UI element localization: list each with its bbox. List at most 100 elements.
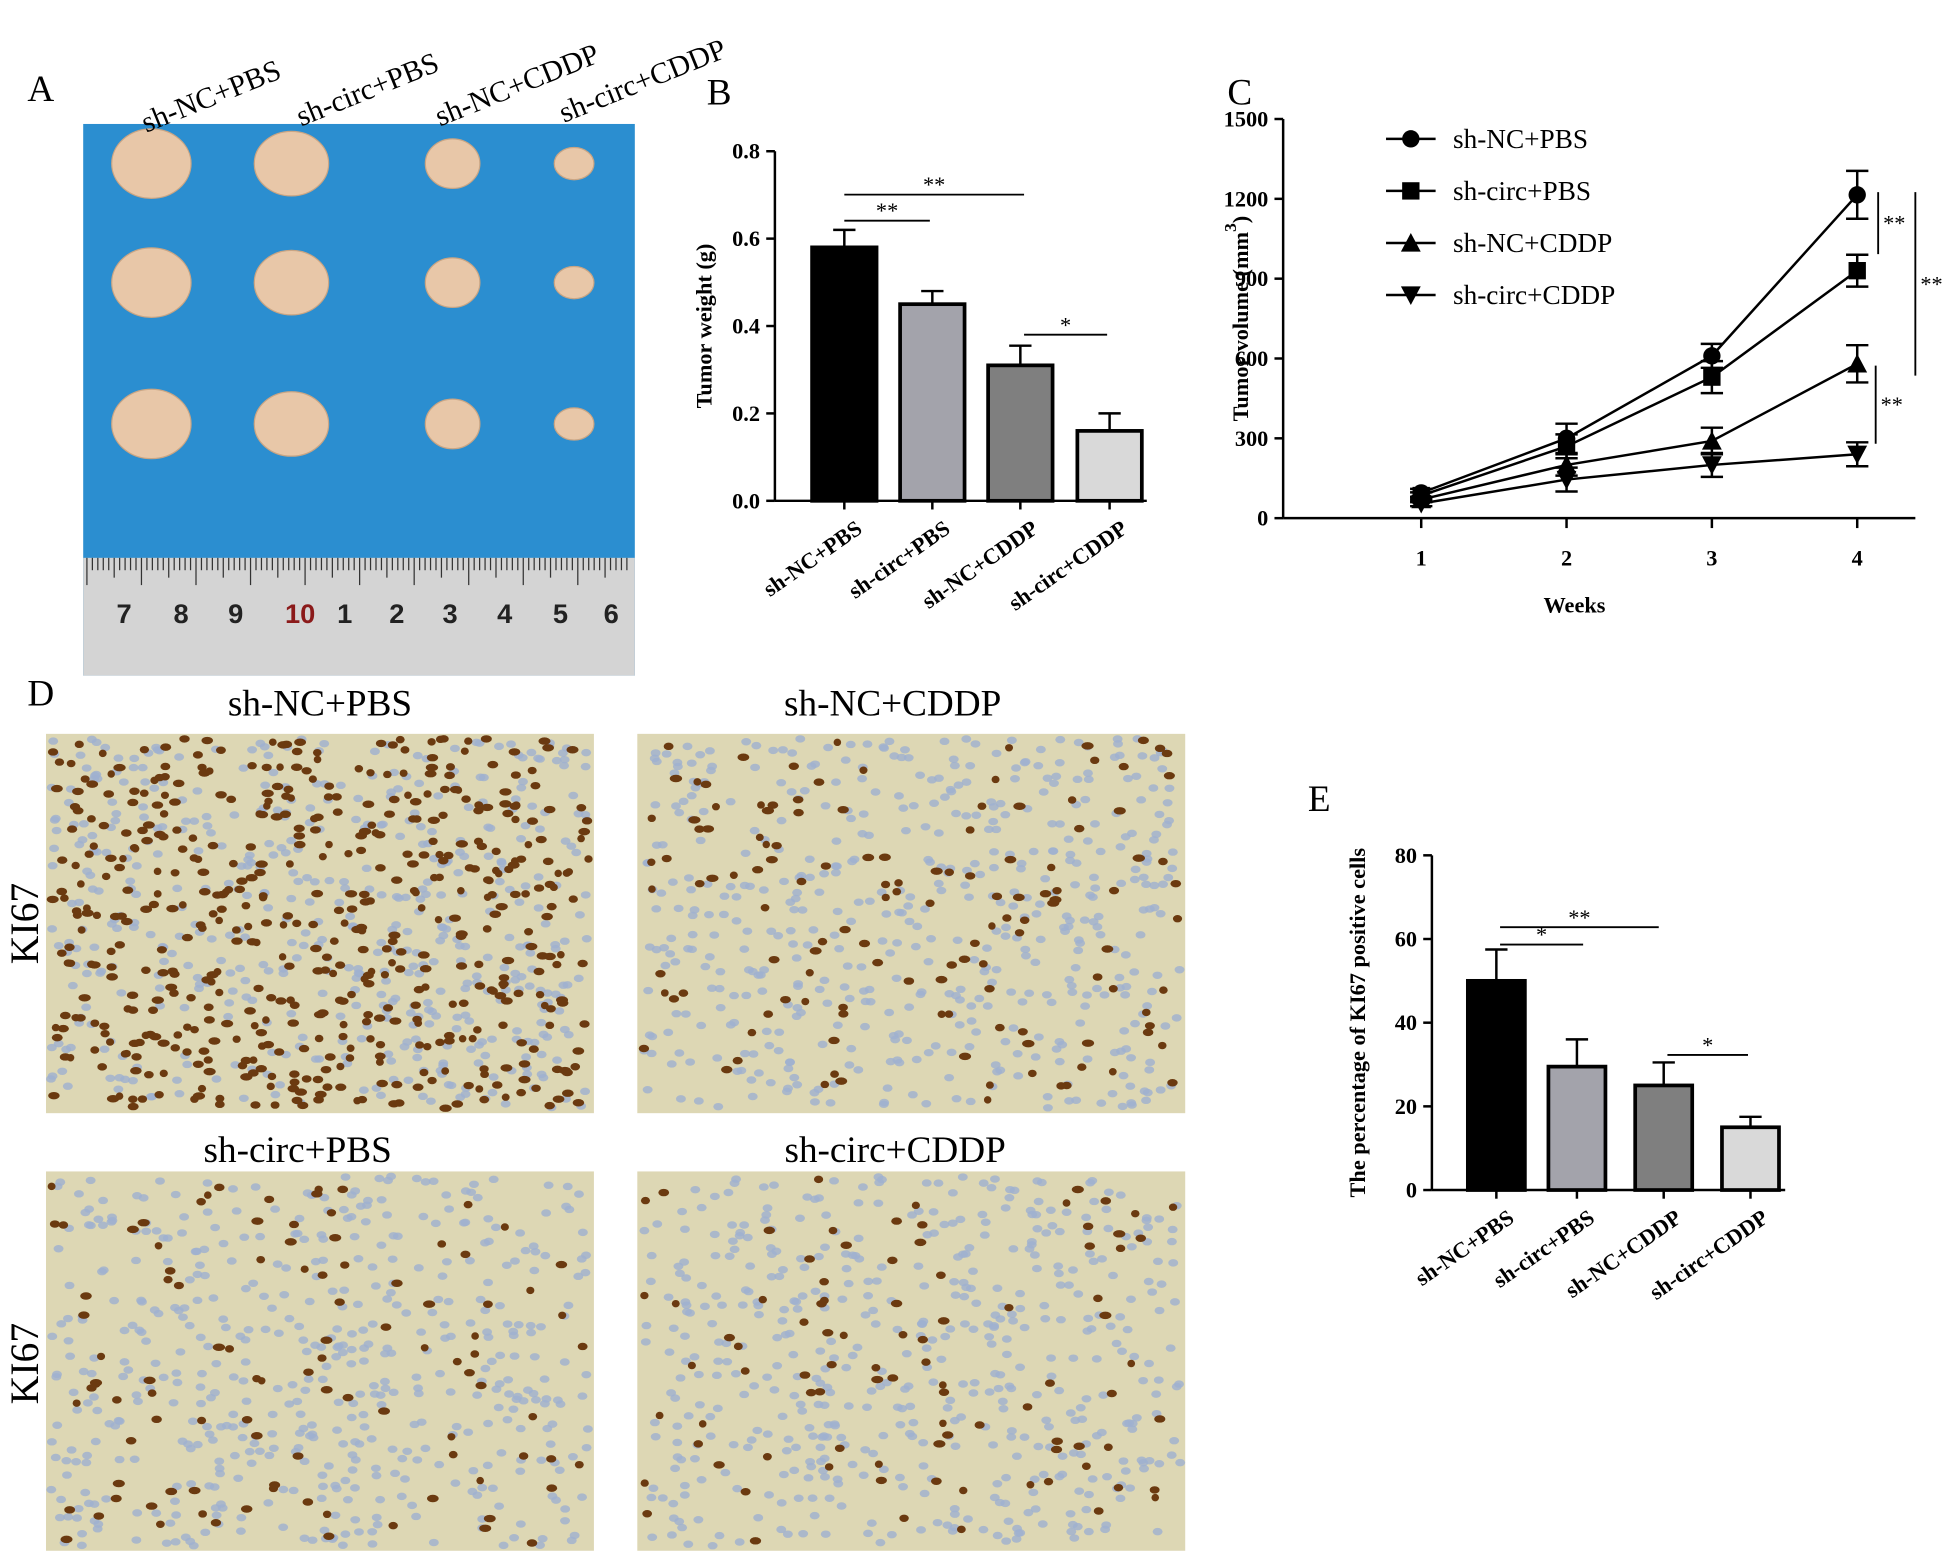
- stained-nucleus: [576, 804, 587, 812]
- stained-nucleus: [887, 1374, 899, 1382]
- cell: [1017, 998, 1028, 1006]
- cell: [412, 751, 423, 760]
- stained-nucleus: [1127, 1359, 1136, 1368]
- stained-nucleus: [562, 1089, 574, 1097]
- stained-nucleus: [329, 1234, 342, 1242]
- cell: [98, 1266, 109, 1274]
- cell: [785, 898, 796, 906]
- cell: [334, 898, 345, 907]
- cell: [774, 1272, 785, 1281]
- stained-nucleus: [178, 901, 187, 909]
- cell: [388, 1232, 399, 1240]
- stained-nucleus: [454, 786, 463, 794]
- stained-nucleus: [154, 1242, 163, 1250]
- stained-nucleus: [391, 1080, 403, 1089]
- marker: [1402, 130, 1420, 148]
- cell: [769, 1181, 779, 1189]
- cell: [350, 1484, 360, 1492]
- stained-nucleus: [799, 1318, 809, 1326]
- cell: [1019, 1323, 1030, 1332]
- cell: [367, 1263, 378, 1271]
- stained-nucleus: [76, 880, 85, 888]
- stained-nucleus: [533, 884, 545, 892]
- cell: [1166, 1451, 1177, 1459]
- stained-nucleus: [443, 851, 454, 860]
- cell: [773, 932, 784, 940]
- cell: [951, 809, 961, 818]
- cell: [488, 1073, 499, 1081]
- cell: [260, 1325, 271, 1334]
- cell: [1096, 1428, 1107, 1437]
- cell: [162, 1234, 173, 1242]
- cell: [498, 1541, 509, 1550]
- cell: [729, 1245, 740, 1254]
- series-line: [1420, 362, 1858, 501]
- cell: [919, 1489, 930, 1498]
- cell: [515, 1229, 526, 1237]
- stained-nucleus: [423, 790, 432, 798]
- cell: [409, 809, 420, 817]
- cell: [778, 1470, 789, 1479]
- stained-nucleus: [387, 937, 398, 946]
- cell: [1144, 1359, 1154, 1368]
- cell: [830, 862, 841, 870]
- stained-nucleus: [276, 763, 284, 771]
- cell: [483, 823, 494, 831]
- cell: [515, 1467, 526, 1475]
- tumor: [111, 247, 192, 318]
- stained-nucleus: [536, 952, 549, 960]
- cell: [200, 1528, 211, 1537]
- cell: [758, 886, 769, 894]
- panel-label: D: [27, 674, 54, 715]
- stained-nucleus: [329, 969, 338, 978]
- stained-nucleus: [546, 1484, 558, 1492]
- cell: [725, 882, 736, 891]
- stained-nucleus: [169, 970, 180, 978]
- cell: [1081, 1395, 1092, 1403]
- cell: [351, 815, 361, 824]
- cell: [281, 1264, 292, 1272]
- stained-nucleus: [427, 816, 440, 825]
- stained-nucleus: [203, 1056, 213, 1064]
- cell: [385, 1288, 396, 1297]
- stained-nucleus: [395, 948, 407, 956]
- cell: [762, 1430, 773, 1438]
- stained-nucleus: [1026, 1481, 1035, 1489]
- cell: [942, 1404, 953, 1412]
- stained-nucleus: [871, 1375, 884, 1384]
- cell: [814, 985, 825, 994]
- cell: [186, 1480, 197, 1488]
- cell: [795, 735, 806, 743]
- cell: [992, 1480, 1003, 1488]
- cell: [487, 1035, 497, 1043]
- stained-nucleus: [423, 1300, 436, 1308]
- stained-nucleus: [394, 965, 406, 973]
- cell: [229, 811, 240, 819]
- cell: [483, 1419, 494, 1428]
- cell: [428, 1177, 439, 1185]
- cell: [332, 1426, 343, 1434]
- cell: [950, 1291, 961, 1299]
- stained-nucleus: [60, 894, 69, 902]
- cell: [552, 1056, 563, 1064]
- cell: [582, 1425, 593, 1433]
- stained-nucleus: [1132, 854, 1145, 862]
- cell: [496, 1449, 507, 1457]
- cell: [502, 1415, 513, 1424]
- cell: [306, 1421, 317, 1429]
- cell: [657, 841, 668, 849]
- cell: [47, 1332, 58, 1341]
- stained-nucleus: [387, 741, 398, 749]
- cell: [267, 1410, 278, 1419]
- stained-nucleus: [474, 801, 484, 809]
- stained-nucleus: [128, 1039, 141, 1048]
- ruler-number: 8: [174, 598, 189, 629]
- stained-nucleus: [179, 735, 190, 743]
- cell: [995, 1066, 1006, 1074]
- stained-nucleus: [87, 815, 96, 823]
- cell: [890, 1035, 901, 1044]
- cell: [159, 957, 169, 966]
- cell: [705, 1432, 716, 1440]
- cell: [1000, 932, 1011, 940]
- cell: [483, 1278, 493, 1287]
